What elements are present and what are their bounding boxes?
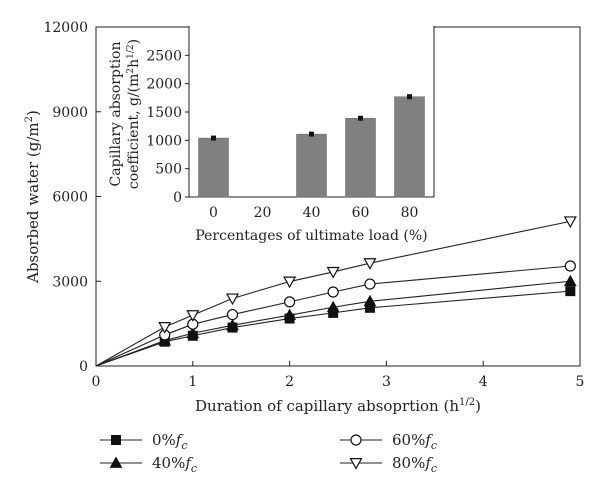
inset-y-title-end: ) — [126, 39, 142, 44]
data-point — [563, 216, 577, 229]
x-tick-label: 4 — [479, 374, 488, 390]
legend-label: 60%fc — [392, 431, 437, 452]
legend-item-2: 60%fc — [340, 431, 437, 452]
legend-marker — [349, 458, 363, 470]
inset-bar — [394, 96, 425, 198]
data-point — [326, 300, 340, 313]
inset-y-tick-label: 2500 — [146, 48, 182, 64]
legend-sub: f — [175, 431, 184, 449]
inset-x-tick-label: 40 — [303, 205, 321, 221]
data-point — [363, 294, 377, 307]
series-line — [95, 280, 571, 367]
legend-subscript: c — [431, 439, 437, 452]
x-tick-label: 3 — [382, 374, 391, 390]
data-point — [565, 286, 576, 297]
series-3 — [95, 216, 577, 367]
legend-marker — [350, 434, 362, 446]
inset-y-title-text: coefficient, g/(m — [126, 74, 142, 190]
x-tick-label: 1 — [188, 374, 197, 390]
inset-y-tick-label: 500 — [155, 162, 182, 178]
data-point — [326, 266, 340, 279]
y-tick-label: 6000 — [52, 190, 88, 206]
inset-bar — [345, 117, 376, 198]
legend-item-3: 80%fc — [340, 454, 437, 475]
legend-marker — [109, 456, 123, 468]
inset-error-bar — [358, 115, 363, 121]
legend-prefix: 80% — [392, 454, 425, 472]
inset-bar-chart: 0 500 1000 1500 2000 2500 0 20 40 60 80 Percentages… — [108, 25, 435, 244]
y-axis-title: Absorbed water (g/m2) — [24, 110, 42, 284]
x-axis-title-text: Duration of capillary absoprtion (h — [195, 397, 459, 415]
x-axis-title-end: ) — [475, 397, 481, 415]
legend-subscript: c — [431, 462, 437, 475]
data-point — [564, 260, 576, 272]
x-tick-label: 5 — [576, 374, 585, 390]
data-point — [283, 276, 297, 289]
legend-prefix: 40% — [152, 454, 185, 472]
legend-subscript: c — [191, 462, 197, 475]
inset-x-tick-label: 20 — [254, 205, 272, 221]
legend-sub: f — [424, 454, 433, 472]
inset-y-tick-label: 1000 — [146, 133, 182, 149]
inset-y-title-mid: h — [126, 59, 142, 68]
inset-y-axis-title-line2: coefficient, g/(m2h1/2) — [126, 39, 142, 189]
inset-error-bar — [309, 131, 314, 137]
inset-x-tick-label: 80 — [401, 205, 419, 221]
inset-y-tick-label: 0 — [173, 190, 182, 206]
data-point — [186, 326, 200, 339]
data-point — [363, 258, 377, 270]
inset-y-tick-label: 2000 — [146, 77, 182, 93]
legend-sub: f — [424, 431, 433, 449]
data-point — [226, 308, 239, 321]
y-tick-label: 0 — [79, 359, 88, 375]
inset-y-axis-title-line1: Capillary absorption — [108, 42, 124, 187]
data-point — [364, 278, 376, 290]
data-point — [327, 286, 339, 298]
inset-y-title-sup: 2 — [126, 68, 136, 74]
x-tick-label: 2 — [285, 374, 294, 390]
y-tick-label: 9000 — [52, 105, 88, 121]
x-axis-title-sup: 1/2 — [459, 397, 475, 408]
legend-marker — [111, 435, 121, 445]
inset-bar — [198, 137, 229, 198]
legend-subscript: c — [181, 439, 187, 452]
legend-prefix: 60% — [392, 431, 425, 449]
inset-x-tick-label: 60 — [352, 205, 370, 221]
legend-label: 40%fc — [152, 454, 197, 475]
legend-item-0: 0%fc — [100, 431, 188, 452]
data-point — [563, 274, 577, 287]
y-axis-title-end: ) — [24, 110, 42, 116]
data-point — [225, 293, 240, 306]
y-tick-label: 3000 — [52, 274, 88, 290]
x-axis-title: Duration of capillary absoprtion (h1/2) — [195, 397, 481, 415]
inset-x-axis-title: Percentages of ultimate load (%) — [195, 228, 427, 244]
legend-prefix: 0% — [152, 431, 176, 449]
x-tick-label: 0 — [92, 374, 101, 390]
legend-item-1: 40%fc — [100, 454, 197, 475]
series-1 — [95, 274, 577, 367]
inset-error-bar — [211, 135, 216, 141]
inset-bar — [296, 133, 327, 198]
inset-y-title-sup: 1/2 — [126, 44, 136, 58]
legend-sub: f — [184, 454, 193, 472]
y-tick-label: 12000 — [43, 20, 88, 36]
data-point — [284, 296, 296, 308]
data-point — [158, 322, 172, 334]
legend-label: 0%fc — [152, 431, 188, 452]
y-axis-title-text: Absorbed water (g/m — [24, 122, 42, 284]
data-point — [186, 310, 200, 322]
data-point — [226, 318, 239, 331]
data-point — [283, 308, 296, 321]
inset-error-bar — [407, 94, 412, 100]
legend-label: 80%fc — [392, 454, 437, 475]
y-axis-title-sup: 2 — [24, 116, 35, 122]
inset-y-tick-label: 1500 — [146, 105, 182, 121]
inset-x-tick-label: 0 — [209, 205, 218, 221]
